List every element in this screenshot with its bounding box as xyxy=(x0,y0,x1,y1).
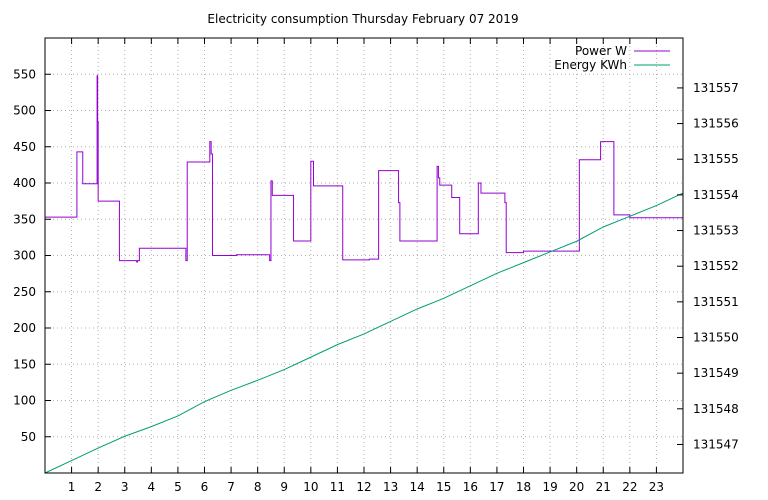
x-tick-label: 14 xyxy=(410,480,425,494)
x-tick-label: 22 xyxy=(622,480,637,494)
y-tick-label: 250 xyxy=(13,285,36,299)
x-tick-label: 6 xyxy=(201,480,209,494)
x-tick-label: 20 xyxy=(569,480,584,494)
x-tick-label: 15 xyxy=(436,480,451,494)
y-tick-label: 50 xyxy=(21,430,36,444)
y2-tick-label: 131557 xyxy=(693,81,739,95)
x-tick-label: 13 xyxy=(383,480,398,494)
x-tick-label: 17 xyxy=(489,480,504,494)
legend-label: Energy KWh xyxy=(554,58,627,72)
x-tick-label: 9 xyxy=(280,480,288,494)
series-layer xyxy=(44,75,684,474)
chart-title: Electricity consumption Thursday Februar… xyxy=(207,12,518,26)
x-tick-label: 18 xyxy=(516,480,531,494)
y-tick-label: 200 xyxy=(13,321,36,335)
x-tick-label: 8 xyxy=(254,480,262,494)
y-tick-label: 500 xyxy=(13,104,36,118)
x-tick-label: 11 xyxy=(330,480,345,494)
x-tick-label: 7 xyxy=(227,480,235,494)
y2-tick-label: 131547 xyxy=(693,437,739,451)
y2-tick-label: 131551 xyxy=(693,295,739,309)
grid xyxy=(45,38,683,473)
x-tick-label: 19 xyxy=(542,480,557,494)
y2-tick-label: 131550 xyxy=(693,331,739,345)
y2-tick-label: 131553 xyxy=(693,224,739,238)
plot-frame xyxy=(44,37,684,474)
series-line-energy-kwh xyxy=(44,192,684,474)
x-tick-label: 12 xyxy=(356,480,371,494)
y2-tick-label: 131556 xyxy=(693,117,739,131)
x-tick-label: 23 xyxy=(649,480,664,494)
y2-tick-label: 131548 xyxy=(693,402,739,416)
y2-tick-label: 131552 xyxy=(693,259,739,273)
axes: 1 2 3 4 5 6 7 8 9 10 11 12 13 14 15 16 17 18 19 20 21 22 23501… xyxy=(13,38,739,494)
series-line-power-w xyxy=(45,75,683,263)
legend-label: Power W xyxy=(575,44,627,58)
y2-tick-label: 131554 xyxy=(693,188,739,202)
x-tick-label: 4 xyxy=(148,480,156,494)
y-tick-label: 550 xyxy=(13,67,36,81)
y2-tick-label: 131549 xyxy=(693,366,739,380)
x-tick-label: 2 xyxy=(94,480,102,494)
y-tick-label: 450 xyxy=(13,140,36,154)
x-tick-label: 3 xyxy=(121,480,129,494)
y-tick-label: 300 xyxy=(13,249,36,263)
y-tick-label: 400 xyxy=(13,176,36,190)
x-tick-label: 1 xyxy=(68,480,76,494)
y-tick-label: 100 xyxy=(13,394,36,408)
y-tick-label: 350 xyxy=(13,212,36,226)
y-tick-label: 150 xyxy=(13,357,36,371)
y2-tick-label: 131555 xyxy=(693,152,739,166)
x-tick-label: 16 xyxy=(463,480,478,494)
x-tick-label: 21 xyxy=(596,480,611,494)
x-tick-label: 10 xyxy=(303,480,318,494)
x-tick-label: 5 xyxy=(174,480,182,494)
